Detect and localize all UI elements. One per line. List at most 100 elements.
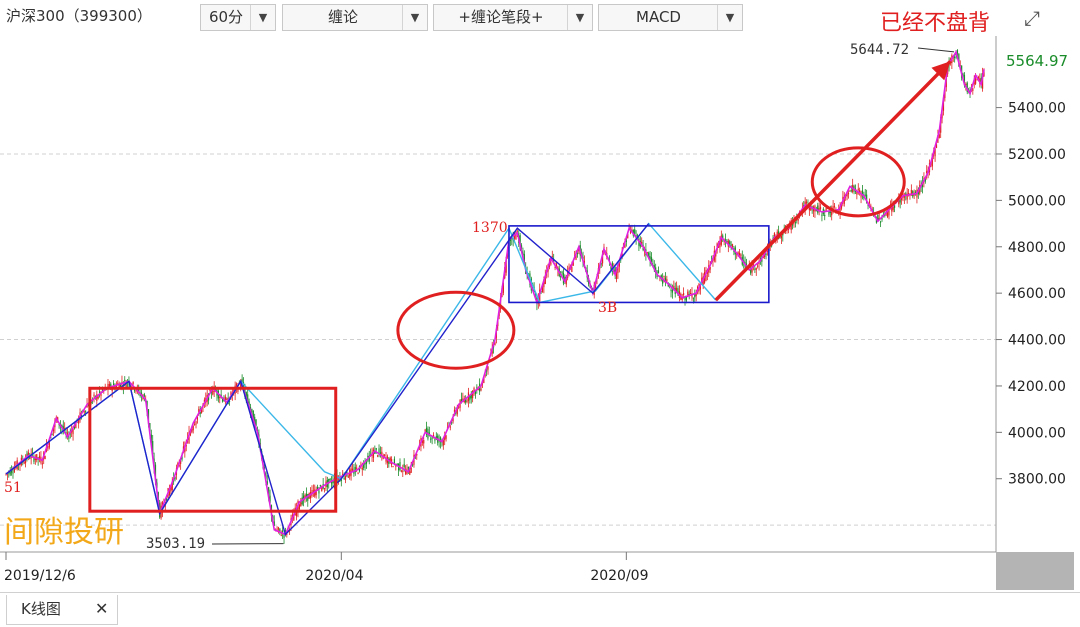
candle-body [278,527,279,529]
chevron-down-icon[interactable]: ▼ [250,5,275,30]
candle-body [133,382,134,384]
x-tick-label: 2020/09 [590,568,648,584]
candle-body [975,78,976,83]
candle-body [113,384,114,385]
y-tick-label: 3800.00 [1008,472,1066,488]
candle-body [362,468,363,470]
candle-body [226,399,227,400]
candle-body [251,409,252,411]
candle-body [740,254,741,256]
candle-body [450,427,451,428]
candle-body [911,190,912,194]
candle-body [47,448,48,449]
candle-body [219,397,220,398]
highlight-circle [812,148,904,216]
candle-body [357,473,358,474]
y-tick-label: 4000.00 [1008,425,1066,441]
candle-body [356,468,357,469]
bi-line [6,52,984,534]
chevron-down-icon[interactable]: ▼ [402,5,427,30]
candle-body [124,380,125,381]
candle-body [392,466,393,467]
y-tick-label: 4400.00 [1008,333,1066,349]
candle-body [144,394,145,396]
tab-kline[interactable]: K线图 ✕ [6,595,118,625]
candle-body [430,439,431,440]
candle-body [281,535,282,536]
candle-body [774,233,775,236]
candle-body [693,298,694,299]
candle-body [972,88,973,91]
candle-body [352,469,353,471]
candle-body [135,391,136,392]
candle-body [820,207,821,209]
candle-body [687,292,688,295]
candle-body [821,214,822,216]
candle-body [313,490,314,491]
candle-body [686,297,687,301]
tab-bar: K线图 ✕ [0,592,1080,627]
x-tick-label: 2019/12/6 [4,568,76,584]
candle-body [98,397,99,399]
candle-body [320,485,321,486]
candle-body [376,448,377,450]
candle-body [84,411,85,412]
indicator3-label: MACD [599,5,718,30]
candle-body [42,463,43,464]
candle-body [739,253,740,255]
candle-body [408,467,409,469]
candle-body [663,276,664,277]
candle-body [754,269,755,270]
candlestick-chart[interactable]: 5400.005200.005000.004800.004600.004400.… [0,36,1080,592]
candle-body [634,229,635,233]
candle-body [819,208,820,210]
toolbar: 沪深300（399300） 60分 ▼ 缠论 ▼ +缠论笔段+ ▼ MACD ▼… [0,0,1080,36]
candle-body [279,528,280,531]
indicator2-label: +缠论笔段+ [434,5,568,30]
candle-body [432,438,433,439]
candle-body [561,272,562,274]
candle-body [446,435,447,438]
candle-body [683,293,684,295]
pivot-box-red [90,388,336,511]
indicator3-dropdown[interactable]: MACD ▼ [598,4,743,31]
candle-body [401,471,402,472]
candle-body [806,202,807,204]
y-tick-label: 4600.00 [1008,286,1066,302]
chevron-down-icon[interactable]: ▼ [567,5,592,30]
candle-body [831,212,832,215]
candle-body [731,244,732,246]
candle-body [817,205,818,212]
candle-body [858,189,859,190]
y-tick-label: 4200.00 [1008,379,1066,395]
expand-icon[interactable]: ⤢ [1024,6,1040,30]
candle-body [795,222,796,223]
candle-body [134,390,135,391]
point-3b-label: 3B [598,300,617,316]
candle-body [299,505,300,510]
candle-body [35,459,36,460]
candle-body [404,464,405,467]
candle-body [880,222,881,223]
y-tick-label: 4800.00 [1008,240,1066,256]
close-icon[interactable]: ✕ [95,595,108,623]
candle-body [45,456,46,459]
candle-body [848,193,849,194]
candle-body [381,452,382,455]
indicator1-dropdown[interactable]: 缠论 ▼ [282,4,428,31]
candle-body [670,290,671,291]
period-dropdown[interactable]: 60分 ▼ [200,4,276,31]
candle-body [345,476,346,480]
candle-body [411,468,412,473]
indicator2-dropdown[interactable]: +缠论笔段+ ▼ [433,4,593,31]
chevron-down-icon[interactable]: ▼ [717,5,742,30]
scrollbar-thumb[interactable] [996,552,1074,590]
candle-body [757,266,758,267]
candle-body [487,366,488,369]
candle-body [865,195,866,196]
candle-body [378,448,379,452]
candle-body [300,502,301,506]
trend-arrow [716,61,951,300]
symbol-selector[interactable]: 沪深300（399300） [0,4,200,31]
candle-body [193,426,194,430]
